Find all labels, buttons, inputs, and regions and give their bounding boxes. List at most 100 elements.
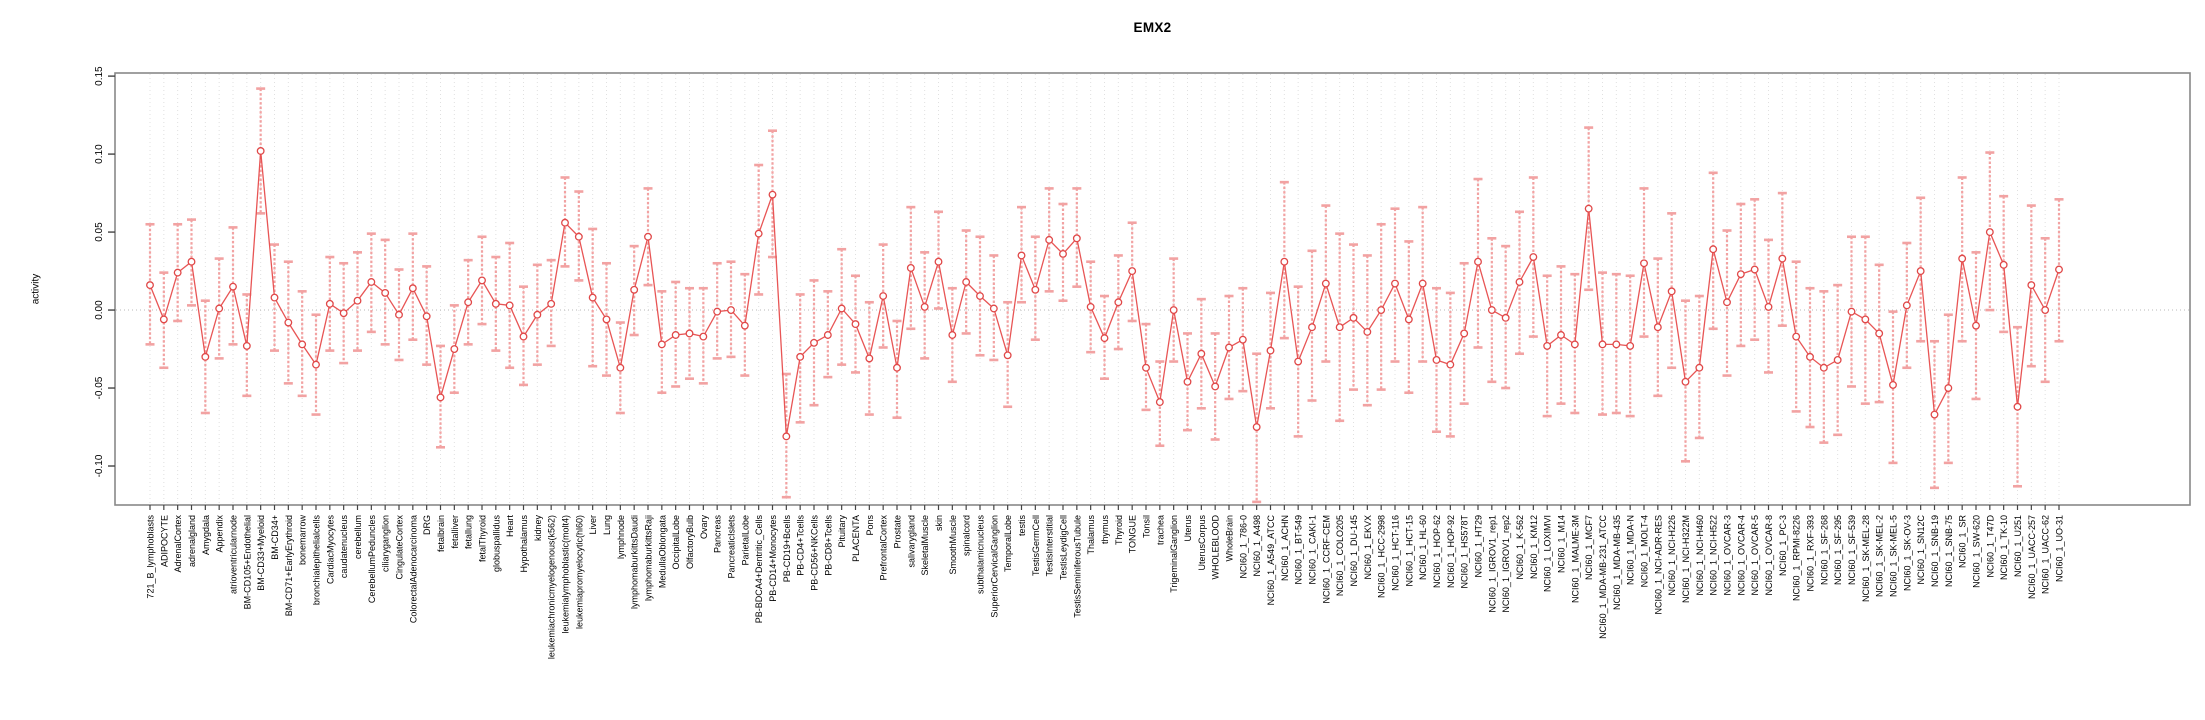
error-bar [270,243,279,352]
error-bar [726,260,736,359]
data-point-marker [505,301,514,310]
x-tick-label: PB-BDCA4+Dentritic_Cells [754,515,764,624]
error-bar [2013,325,2022,488]
data-point-marker [1764,302,1773,311]
x-tick-label: ADIPOCYTE [159,515,169,567]
x-tick-label: NCI60_1_NCI-H226 [1667,515,1677,596]
x-tick-label: ciliaryganglion [381,515,391,572]
data-point-marker [1861,315,1870,324]
y-tick-label: 0.00 [94,300,105,320]
data-point-marker [906,263,915,272]
data-point-marker [325,299,334,308]
data-point-marker [920,302,929,311]
data-point-marker [173,268,182,277]
data-point-marker [1446,360,1455,369]
x-tick-label: SmoothMuscle [948,515,958,575]
error-bar [2040,237,2050,384]
error-bar [1307,249,1317,402]
x-tick-label: TestisSeminiferousTubule [1072,515,1082,618]
data-point-marker [1308,323,1316,332]
x-tick-label: Pancreas [713,515,723,554]
error-bar [1017,205,1026,304]
x-tick-label: PancreaticIslets [727,515,737,579]
data-point-marker [962,278,971,286]
y-axis: 0.15 0.10 0.05 0.00 -0.05 -0.10 [94,66,115,477]
x-tick-label: PB-CD14+Monocytes [768,515,778,602]
data-point-marker [1142,363,1150,372]
error-bar [477,235,487,326]
x-tick-label: NCI60_1_HCT-116 [1391,515,1401,591]
x-tick-label: NCI60_1_HS578T [1460,515,1470,589]
error-bar [851,274,860,374]
error-bar [1362,254,1372,407]
data-point-marker [823,331,832,339]
data-point-marker [1792,332,1801,341]
x-tick-label: NCI60_1_SK-MEL-2 [1875,515,1885,597]
x-tick-label: NCI60_1_OVCAR-8 [1764,515,1774,596]
x-tick-label: NCI60_1_A549_ATCC [1266,515,1276,606]
data-point-marker [1252,423,1261,431]
data-point-marker [1806,352,1814,361]
data-point-marker [1695,363,1704,372]
x-tick-label: BM-CD105+Endothelial [242,515,252,609]
x-tick-label: TestisGermCell [1031,515,1041,576]
error-bar [1515,210,1524,356]
error-bar [1183,332,1192,432]
error-bar [1528,176,1538,338]
x-tick-label: SkeletalMuscle [920,515,930,576]
x-tick-label: NCI60_1_K-562 [1515,515,1525,580]
x-tick-label: NCI60_1_SNB-19 [1930,515,1940,587]
x-tick-label: NCI60_1_HOP-62 [1432,515,1442,588]
x-tick-label: NCI60_1_786-0 [1238,515,1248,579]
data-point-marker [312,360,320,369]
error-bar [173,222,183,323]
data-point-marker [602,315,611,324]
data-point-marker [1819,363,1828,372]
x-tick-label: fetalbrain [436,515,446,552]
data-point-marker [187,257,196,266]
data-point-marker [1294,357,1303,366]
data-point-marker [478,276,486,285]
x-tick-label: lymphomaburkittsDaudi [630,515,640,609]
data-point-marker [367,278,376,286]
error-bar [366,232,376,334]
y-tick-label: 0.10 [94,144,105,164]
x-tick-label: Hypothalamus [519,515,529,573]
error-bar [449,304,459,395]
data-point-marker [1889,380,1897,389]
x-tick-label: NCI60_1_HOP-92 [1446,515,1456,588]
x-tick-label: CardiacMyocytes [325,515,335,585]
x-tick-label: BM-CD34+ [270,515,280,560]
data-point-marker [2041,306,2050,315]
x-tick-label: Uterus [1183,515,1193,542]
data-point-marker [837,304,846,313]
grid-lines [149,74,2060,504]
chart-title: EMX2 [1133,20,1172,35]
x-tick-label: Thalamus [1086,515,1096,555]
x-tick-label: NCI60_1_SF-268 [1819,515,1829,585]
data-point-marker [339,309,348,318]
data-point-marker [1086,302,1095,311]
error-bar [1487,237,1497,384]
data-point-marker [1335,323,1344,332]
error-bar [1902,241,1912,370]
x-tick-label: 721_B_lymphoblasts [146,515,156,599]
x-tick-label: Pituitary [837,515,847,548]
x-tick-label: subthalamicnucleus [976,515,986,595]
error-bar [1072,187,1082,288]
data-points [146,147,2063,441]
data-point-marker [1377,306,1386,315]
x-tick-label: WHOLEBLOOD [1211,515,1221,580]
x-tick-label: caudatenucleus [339,515,349,579]
data-point-marker [1736,270,1745,279]
data-point-marker [1363,327,1372,336]
x-tick-label: MedullaOblongata [657,515,667,588]
x-tick-label: leukemiapromyelocytic(hl60) [574,515,584,629]
data-point-marker [1515,278,1524,286]
data-point-marker [2013,402,2022,411]
error-bar [297,290,307,398]
data-point-marker [561,218,569,227]
data-point-marker [1958,254,1967,263]
x-tick-label: DRG [422,515,432,535]
x-tick-label: NCI60_1_SN12C [1916,515,1926,585]
